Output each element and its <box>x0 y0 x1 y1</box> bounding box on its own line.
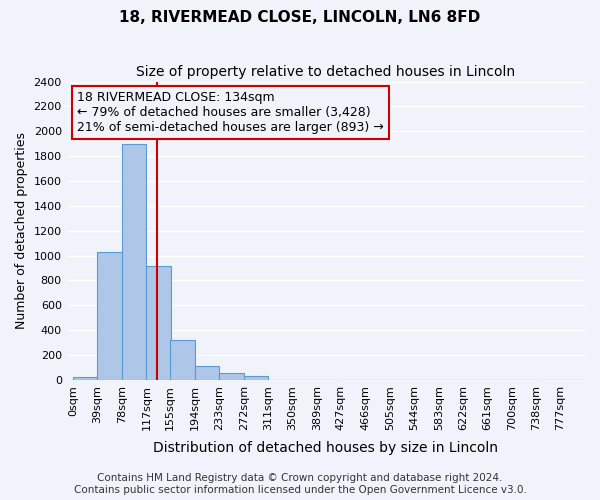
Bar <box>73 377 97 380</box>
X-axis label: Distribution of detached houses by size in Lincoln: Distribution of detached houses by size … <box>154 441 499 455</box>
Bar <box>122 144 146 380</box>
Bar <box>219 373 244 380</box>
Text: Contains HM Land Registry data © Crown copyright and database right 2024.
Contai: Contains HM Land Registry data © Crown c… <box>74 474 526 495</box>
Y-axis label: Number of detached properties: Number of detached properties <box>15 132 28 329</box>
Text: 18 RIVERMEAD CLOSE: 134sqm
← 79% of detached houses are smaller (3,428)
21% of s: 18 RIVERMEAD CLOSE: 134sqm ← 79% of deta… <box>77 90 384 134</box>
Text: 18, RIVERMEAD CLOSE, LINCOLN, LN6 8FD: 18, RIVERMEAD CLOSE, LINCOLN, LN6 8FD <box>119 10 481 25</box>
Bar <box>146 266 171 380</box>
Bar <box>244 376 268 380</box>
Title: Size of property relative to detached houses in Lincoln: Size of property relative to detached ho… <box>136 65 515 79</box>
Bar <box>194 366 219 380</box>
Bar <box>170 340 194 380</box>
Bar <box>97 252 122 380</box>
